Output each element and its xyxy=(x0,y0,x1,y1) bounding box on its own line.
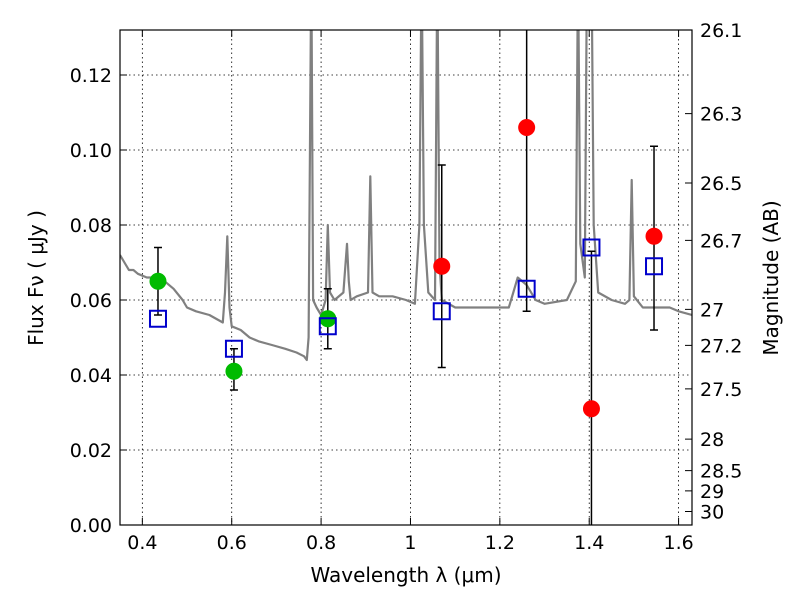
model-square-marker xyxy=(582,238,601,257)
data-point-marker xyxy=(149,272,167,290)
ticks xyxy=(120,29,692,526)
y-axis-label: Flux Fν ( μJy ) xyxy=(24,210,48,346)
data-point-marker xyxy=(645,227,663,245)
markers xyxy=(148,119,664,418)
tick-labels: 0.4 0.6 0.8 1 1.2 1.4 1.6 0.00 0.02 0.04 0.06 0.08 0… xyxy=(70,20,743,554)
y-tick-label: 0.02 xyxy=(70,440,112,462)
spectrum-line xyxy=(120,30,692,362)
y2-tick-label: 28.5 xyxy=(700,461,742,483)
plot-area xyxy=(120,30,692,362)
data-point-marker xyxy=(518,119,536,136)
y-tick-label: 0.00 xyxy=(70,515,112,537)
y-tick-label: 0.06 xyxy=(70,290,112,312)
x-tick-label: 0.8 xyxy=(306,532,336,554)
model-square-marker xyxy=(432,302,451,321)
x-tick-label: 1.4 xyxy=(574,532,604,554)
plot-frame xyxy=(119,29,693,526)
data-point-marker xyxy=(225,362,243,380)
y-tick-label: 0.10 xyxy=(70,140,112,162)
model-square-marker xyxy=(148,309,167,328)
x-tick-label: 0.6 xyxy=(217,532,247,554)
x-tick-label: 0.4 xyxy=(127,532,157,554)
y2-tick-label: 27.2 xyxy=(700,335,742,357)
y-tick-label: 0.08 xyxy=(70,215,112,237)
y2-axis-label: Magnitude (AB) xyxy=(759,200,783,355)
data-point-marker xyxy=(433,257,451,275)
y2-tick-label: 27.5 xyxy=(700,379,742,401)
y-tick-label: 0.12 xyxy=(70,65,112,87)
y2-tick-label: 28 xyxy=(700,429,724,451)
x-axis-label: Wavelength λ (μm) xyxy=(310,563,501,587)
y-tick-label: 0.04 xyxy=(70,365,112,387)
y2-tick-label: 26.1 xyxy=(700,20,742,42)
y2-tick-label: 26.7 xyxy=(700,230,742,252)
y2-tick-label: 26.5 xyxy=(700,173,742,195)
y2-tick-label: 27 xyxy=(700,299,724,321)
y2-tick-label: 26.3 xyxy=(700,104,742,126)
y2-tick-label: 30 xyxy=(700,502,724,524)
grid xyxy=(120,30,692,525)
data-point-marker xyxy=(582,400,600,418)
model-square-marker xyxy=(645,257,664,276)
x-tick-label: 1 xyxy=(404,532,416,554)
y2-tick-label: 29 xyxy=(700,481,724,503)
x-tick-label: 1.2 xyxy=(485,532,515,554)
x-tick-label: 1.6 xyxy=(663,532,693,554)
model-square-marker xyxy=(517,279,536,298)
model-square-marker xyxy=(224,339,243,358)
model-square-marker xyxy=(318,317,337,336)
